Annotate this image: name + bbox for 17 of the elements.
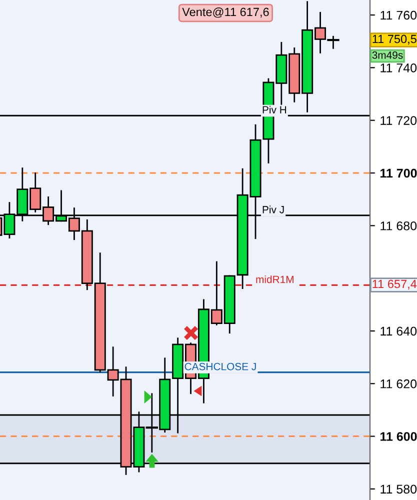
y-tick-label: 11 620 — [380, 379, 417, 388]
text: 11 657,4 — [372, 280, 417, 290]
y-tick-label: 11 680 — [380, 221, 417, 230]
ref-line-label: CASHCLOSE J — [184, 362, 256, 370]
y-tick-label: 11 700 — [380, 168, 417, 178]
y-tick-label: 11 640 — [380, 326, 417, 336]
y-tick-label: 11 760 — [380, 10, 417, 20]
y-tick-label: 11 740 — [380, 63, 417, 72]
ref-line-label: Piv J — [262, 206, 284, 214]
ref-line-label: midR1M — [256, 275, 294, 284]
y-tick-label: 11 720 — [380, 116, 417, 125]
annotation: Vente@11 617,6 — [182, 8, 269, 18]
text: 3m49s — [372, 51, 403, 59]
y-tick-label: 11 600 — [380, 432, 417, 441]
text: 11 750,5 — [372, 34, 416, 45]
y-tick-label: 11 580 — [380, 484, 417, 494]
ref-line-label: Piv H — [262, 106, 286, 114]
